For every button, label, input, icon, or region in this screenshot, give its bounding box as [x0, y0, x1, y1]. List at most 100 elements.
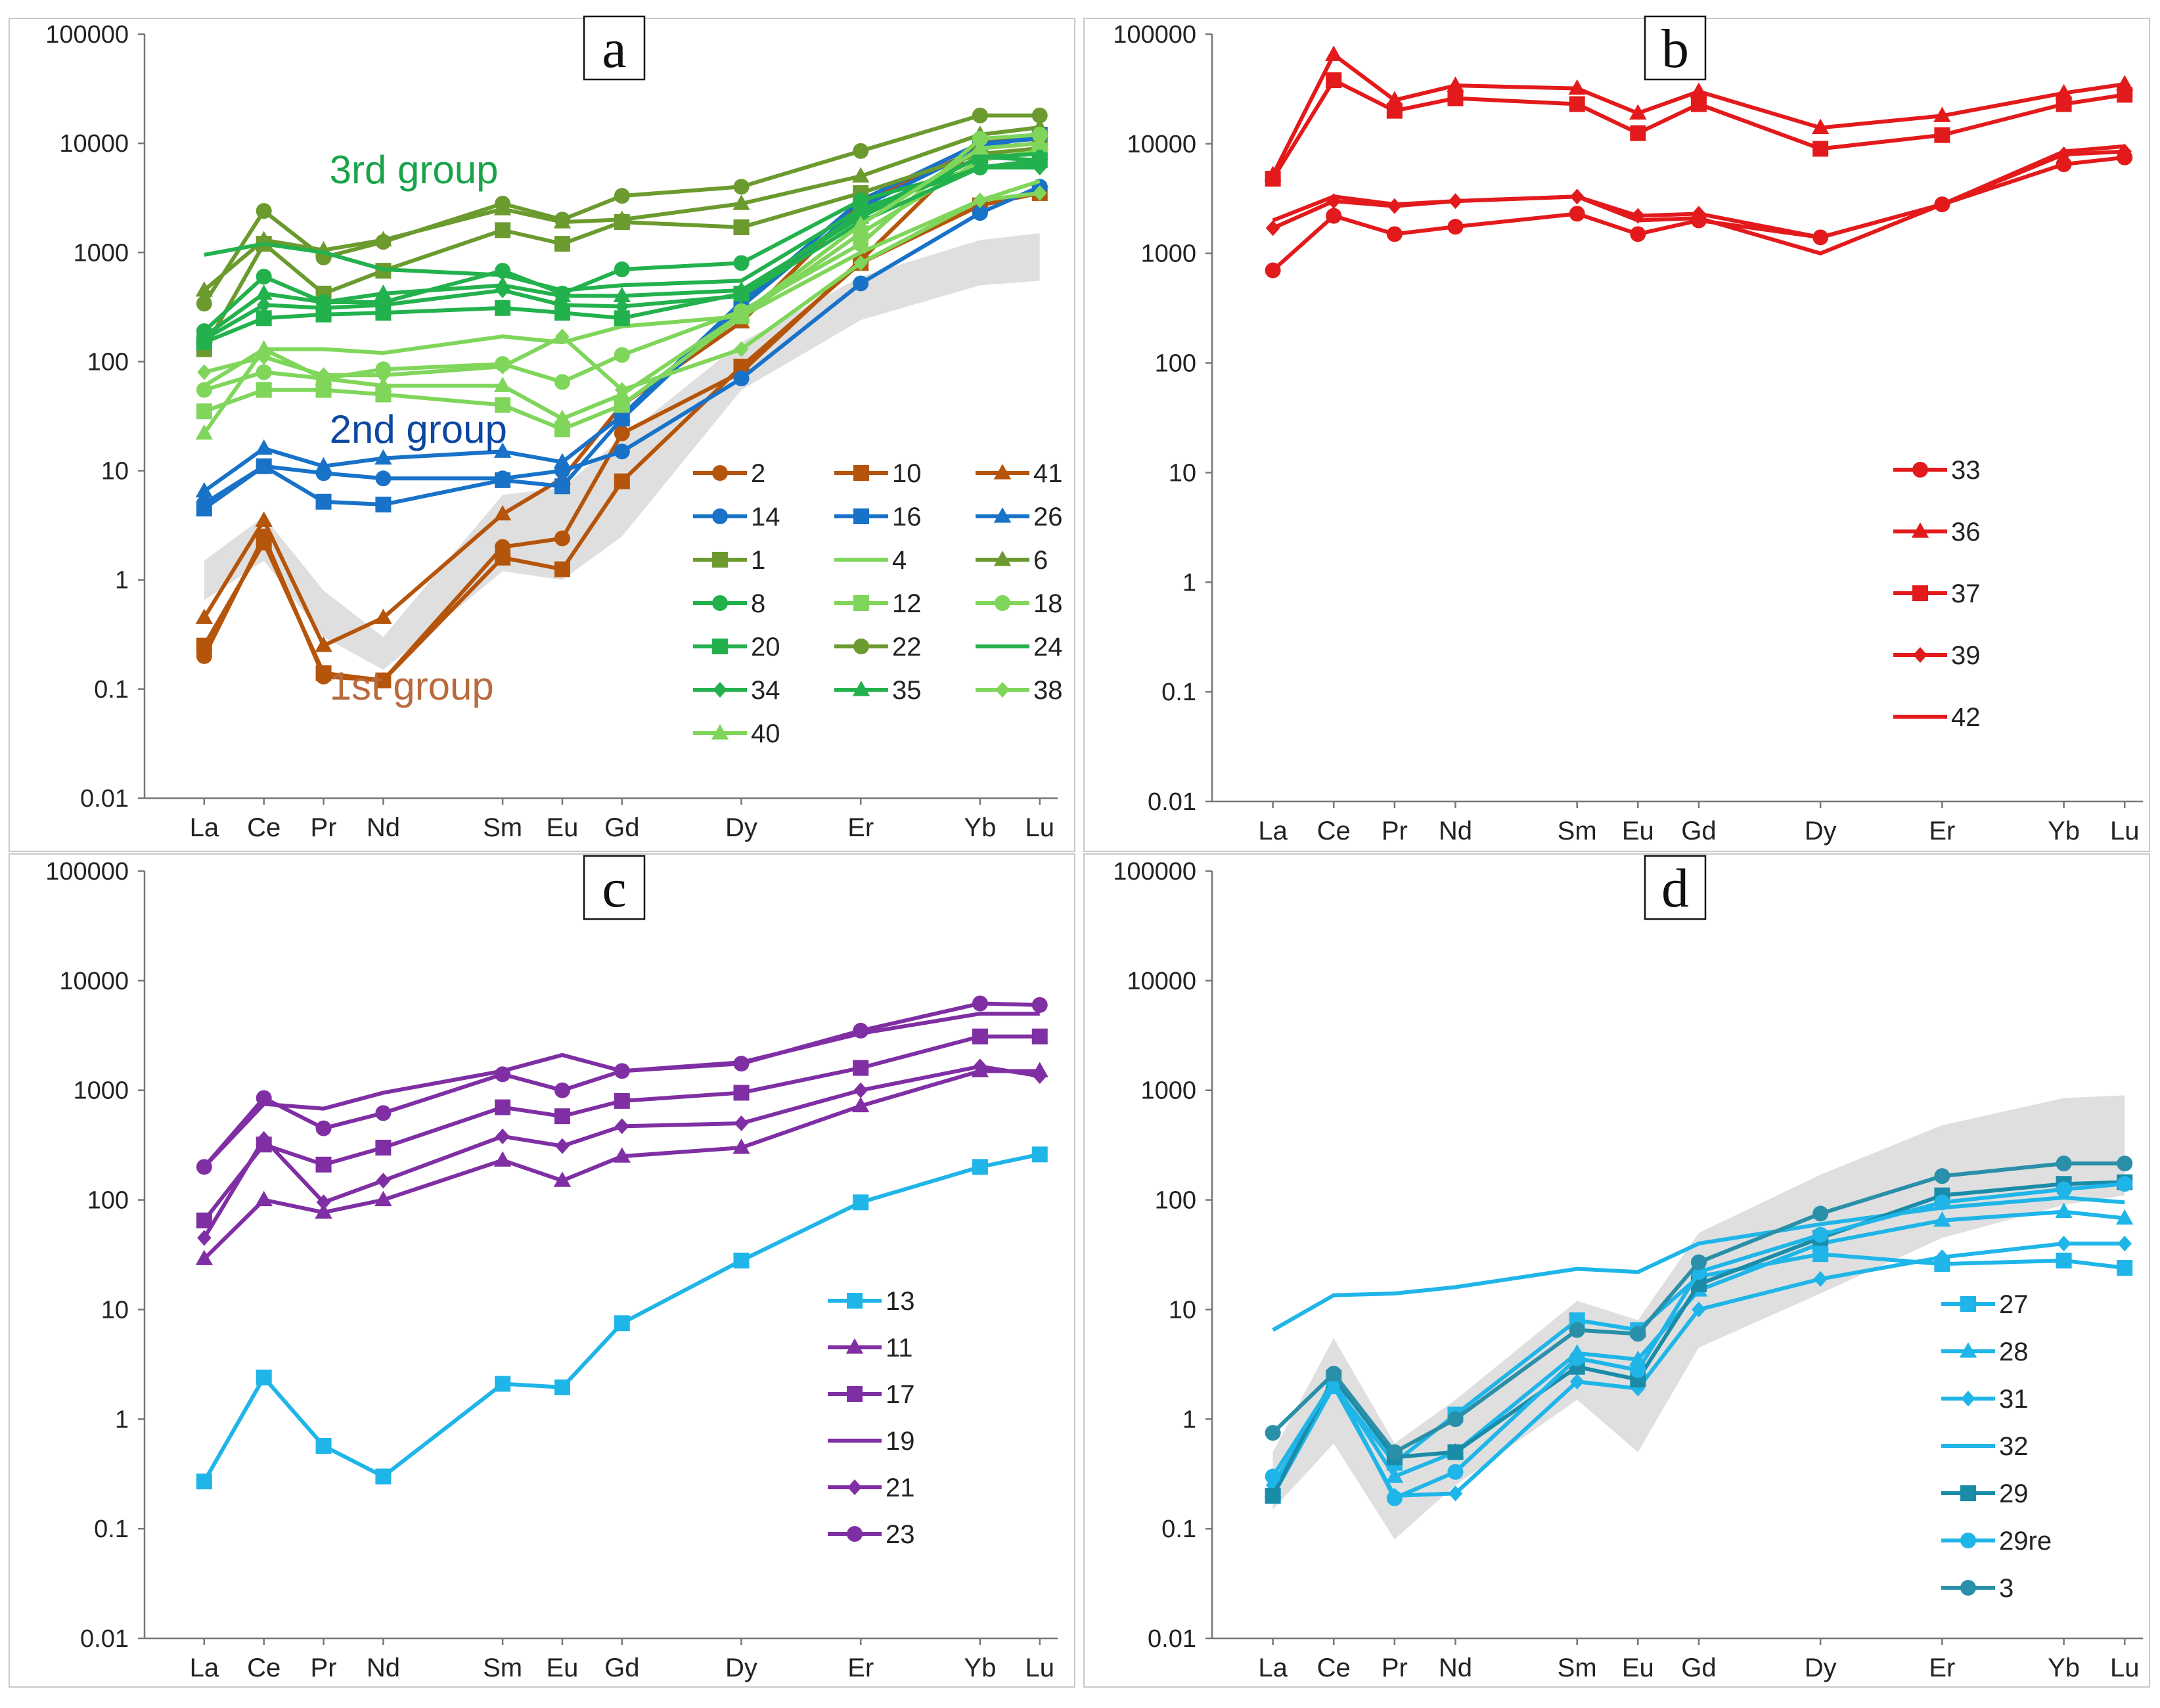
x-tick-label-yb: Yb	[2048, 817, 2080, 845]
data-point	[732, 194, 750, 210]
legend-item-39: 39	[1893, 641, 1981, 670]
data-point	[1812, 1205, 1829, 1222]
legend-label: 21	[886, 1473, 915, 1502]
legend-item-22: 22	[834, 633, 922, 662]
data-point	[613, 286, 631, 303]
data-point	[554, 561, 570, 577]
legend: 27 28 31 32 29 29re 3	[1941, 1290, 2052, 1603]
legend-label: 2	[751, 459, 765, 488]
legend-label: 33	[1951, 456, 1981, 485]
legend: 13 11 17 19 21 23	[828, 1287, 915, 1549]
y-tick-label: 1000	[73, 239, 129, 267]
data-point	[1811, 118, 1830, 135]
data-point	[734, 1115, 749, 1131]
x-tick-label-nd: Nd	[367, 1653, 400, 1682]
x-tick-label-la: La	[1258, 817, 1288, 845]
x-tick-label-er: Er	[1929, 817, 1955, 845]
data-point	[1032, 160, 1047, 176]
legend-label: 23	[886, 1520, 915, 1549]
data-point	[493, 1151, 512, 1167]
legend-item-38: 38	[976, 676, 1063, 705]
data-point	[1385, 91, 1404, 107]
panel-frame	[1083, 18, 2150, 852]
legend-marker	[712, 639, 728, 654]
y-tick-label: 1	[115, 1406, 129, 1433]
data-point	[1326, 72, 1342, 89]
panel-frame	[9, 18, 1075, 852]
legend-item-35: 35	[834, 676, 922, 705]
data-point	[1934, 1194, 1950, 1211]
legend-marker	[993, 464, 1012, 480]
data-point	[1326, 1366, 1342, 1382]
legend: 33 36 37 39 42	[1893, 456, 1981, 732]
legend-item-12: 12	[834, 589, 922, 618]
data-point	[972, 1159, 988, 1175]
legend-marker	[993, 551, 1012, 566]
data-point	[853, 1022, 869, 1039]
data-point	[256, 534, 272, 551]
y-tick-label: 1	[115, 567, 129, 595]
data-point	[1031, 1028, 1048, 1045]
data-point	[851, 167, 870, 183]
panel-a: 0.01 0.1 1 10 100 1000 10000 100000 La Ce Pr Nd Sm Eu…	[9, 15, 1075, 852]
data-point	[1031, 997, 1048, 1013]
data-point	[1569, 1374, 1585, 1390]
legend-item-19: 19	[828, 1427, 915, 1456]
data-point	[256, 203, 272, 219]
legend-label: 40	[751, 719, 780, 748]
y-tick-label: 100000	[1113, 858, 1196, 886]
data-point	[1447, 1444, 1464, 1460]
x-tick-label-er: Er	[847, 813, 874, 842]
legend-marker	[1961, 1391, 1975, 1406]
x-tick-label-pr: Pr	[311, 1653, 337, 1682]
data-point	[1630, 226, 1646, 242]
data-point	[495, 549, 511, 566]
data-point	[495, 1099, 511, 1115]
data-point	[374, 376, 392, 392]
legend-marker	[853, 595, 869, 611]
data-point	[2055, 83, 2073, 100]
y-tick-label: 100	[87, 348, 129, 376]
data-point	[614, 443, 630, 460]
x-tick-label-nd: Nd	[1439, 817, 1472, 845]
data-point	[614, 1118, 629, 1135]
data-point	[2056, 1156, 2072, 1172]
legend-item-14: 14	[693, 503, 780, 531]
data-point	[2056, 1252, 2072, 1269]
legend-label: 39	[1951, 641, 1981, 670]
data-point	[1690, 1254, 1707, 1270]
data-point	[553, 286, 572, 303]
data-point	[255, 439, 273, 455]
legend-item-18: 18	[976, 589, 1063, 618]
legend-marker	[711, 724, 729, 740]
x-tick-label-eu: Eu	[546, 1653, 578, 1682]
legend-item-20: 20	[693, 633, 780, 662]
legend-label: 37	[1951, 579, 1981, 608]
x-tick-label-eu: Eu	[1622, 817, 1654, 845]
y-tick-label: 100000	[45, 21, 129, 49]
data-point	[972, 131, 988, 147]
x-tick-label-gd: Gd	[1681, 817, 1716, 845]
legend-item-36: 36	[1893, 518, 1981, 547]
legend-label: 1	[751, 546, 765, 575]
legend-label: 11	[886, 1334, 913, 1362]
data-point	[495, 1376, 511, 1392]
y-tick-label: 10000	[59, 130, 129, 158]
data-point	[195, 482, 214, 498]
data-point	[375, 1105, 392, 1121]
y-tick-label: 10	[101, 1296, 129, 1324]
data-point	[614, 1315, 630, 1332]
legend-label: 14	[751, 503, 780, 531]
y-tick-label: 0.1	[94, 1516, 129, 1543]
x-tick-label-sm: Sm	[483, 813, 522, 842]
legend-label: 29re	[1999, 1527, 2052, 1556]
data-point	[256, 364, 272, 380]
data-point	[2055, 1202, 2073, 1219]
data-point	[614, 1092, 630, 1109]
data-point	[376, 1173, 391, 1189]
panel-label: c	[602, 858, 626, 919]
legend-label: 20	[751, 633, 780, 662]
data-point	[553, 1171, 572, 1187]
data-point	[374, 1190, 392, 1207]
data-point	[1569, 206, 1585, 222]
